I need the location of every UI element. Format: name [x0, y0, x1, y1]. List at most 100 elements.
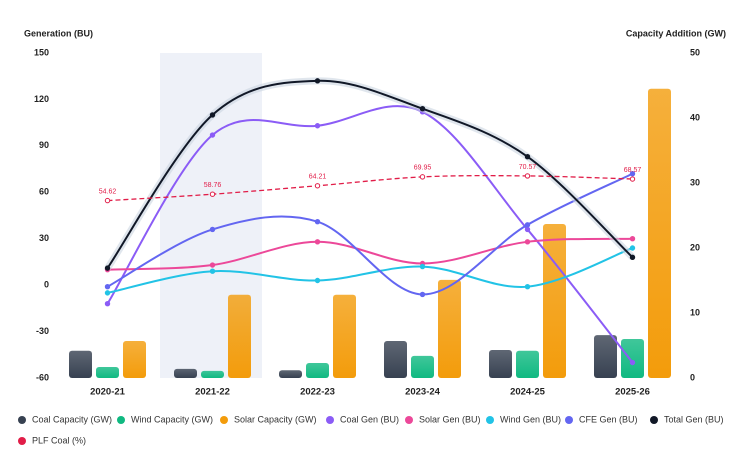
point	[629, 245, 636, 251]
bar	[333, 294, 356, 378]
point	[419, 291, 426, 298]
point	[209, 132, 216, 138]
point	[209, 226, 216, 233]
bar	[174, 368, 197, 378]
y-tick-label: 120	[34, 94, 49, 104]
line	[107, 174, 633, 202]
y-tick-label: -30	[36, 326, 49, 336]
point	[629, 359, 636, 366]
bar	[648, 88, 671, 378]
y2-tick-label: 0	[690, 372, 695, 382]
y2-tick-label: 30	[690, 177, 700, 187]
y2-tick-label: 40	[690, 112, 700, 122]
value-label: 69.95	[414, 165, 432, 172]
legend-label: PLF Coal (%)	[32, 435, 86, 445]
x-tick-label: 2021-22	[195, 387, 230, 398]
y-tick-label: -60	[36, 372, 49, 382]
point	[104, 197, 111, 204]
line	[106, 79, 634, 269]
y-axis-title: Generation (BU)	[24, 28, 93, 38]
point	[314, 183, 321, 189]
legend-label: Coal Capacity (GW)	[32, 414, 112, 424]
point	[629, 236, 636, 242]
y-tick-label: 0	[44, 280, 49, 290]
value-label: 58.76	[204, 182, 222, 189]
legend-label: Solar Gen (BU)	[419, 414, 481, 424]
legend-marker	[220, 416, 228, 424]
legend-label: CFE Gen (BU)	[579, 414, 638, 424]
x-tick-label: 2020-21	[90, 387, 126, 398]
bar	[228, 294, 251, 378]
bar	[201, 370, 224, 378]
bar	[411, 355, 434, 378]
line	[107, 247, 633, 294]
point	[629, 171, 636, 177]
legend-label: Solar Capacity (GW)	[234, 414, 317, 424]
bar	[123, 340, 146, 378]
y2-tick-label: 10	[690, 307, 700, 317]
y2-tick-label: 20	[690, 242, 700, 252]
point	[629, 254, 636, 260]
point	[314, 218, 321, 225]
value-label: 68.57	[624, 167, 642, 174]
y-tick-label: 60	[39, 187, 49, 197]
legend-label: Wind Capacity (GW)	[131, 414, 213, 424]
x-tick-label: 2024-25	[510, 387, 546, 398]
legend-marker	[565, 416, 573, 424]
point	[209, 191, 216, 197]
y-tick-label: 90	[39, 140, 49, 150]
legend-marker	[18, 416, 26, 424]
bar	[594, 335, 617, 378]
point	[209, 112, 216, 118]
point	[314, 277, 321, 284]
y2-axis-title: Capacity Addition (GW)	[626, 28, 726, 38]
legend-marker	[117, 416, 125, 424]
bar	[96, 366, 119, 378]
legend-label: Total Gen (BU)	[664, 414, 724, 424]
line	[107, 172, 633, 296]
point	[524, 222, 531, 228]
point	[524, 153, 531, 160]
point	[209, 268, 216, 274]
point	[104, 283, 111, 290]
bar	[489, 350, 512, 378]
y2-tick-label: 50	[690, 47, 700, 57]
point	[524, 173, 531, 179]
point	[419, 263, 426, 270]
value-label: 70.57	[519, 164, 537, 171]
point	[524, 226, 531, 233]
legend-marker	[326, 416, 334, 424]
point	[524, 239, 531, 245]
point	[104, 265, 111, 271]
legend-marker	[405, 416, 413, 424]
bar	[438, 279, 461, 378]
legend-label: Wind Gen (BU)	[500, 414, 561, 424]
point	[314, 78, 321, 84]
point	[524, 283, 531, 290]
point	[629, 176, 636, 182]
point	[314, 239, 321, 245]
x-tick-label: 2025-26	[615, 387, 650, 398]
legend-marker	[650, 416, 658, 424]
bar	[621, 339, 644, 378]
legend-marker	[486, 416, 494, 424]
bar	[543, 223, 566, 378]
bar	[69, 350, 92, 378]
value-label: 54.62	[99, 188, 117, 195]
x-tick-label: 2022-23	[300, 387, 335, 398]
point	[104, 290, 111, 296]
bar	[306, 363, 329, 378]
point	[209, 262, 216, 268]
legend-label: Coal Gen (BU)	[340, 414, 399, 424]
y-tick-label: 150	[34, 47, 49, 57]
line	[107, 237, 633, 271]
point	[419, 174, 426, 180]
y-tick-label: 30	[39, 233, 49, 243]
legend-marker	[18, 437, 26, 445]
bar	[384, 340, 407, 378]
point	[419, 106, 426, 112]
x-tick-label: 2023-24	[405, 387, 441, 398]
bar	[279, 370, 302, 378]
point	[104, 301, 111, 307]
